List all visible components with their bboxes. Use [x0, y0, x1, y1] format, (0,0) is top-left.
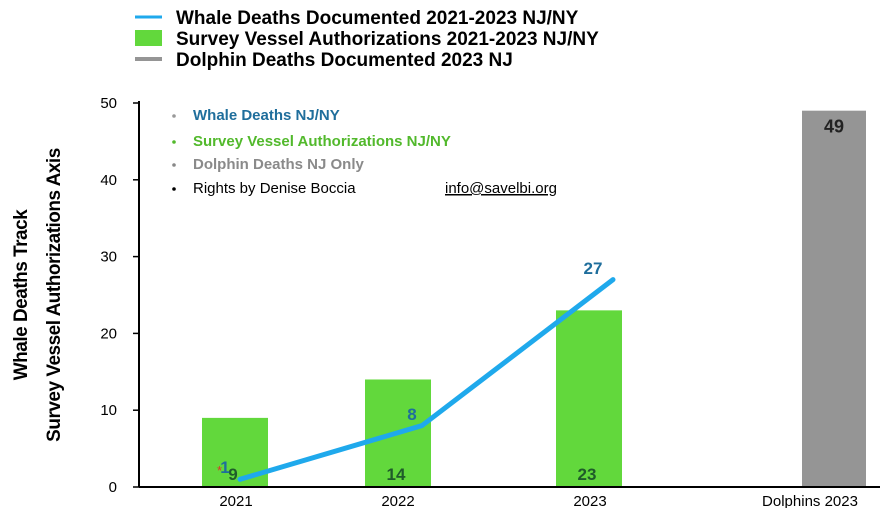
- note-bullet-icon: [172, 114, 176, 118]
- asterisk-mark: *: [217, 463, 222, 478]
- legend-survey-box-icon: [135, 30, 162, 46]
- note-bullet-icon: [172, 140, 176, 144]
- note-text: Survey Vessel Authorizations NJ/NY: [193, 133, 451, 150]
- note-link: info@savelbi.org: [445, 180, 557, 197]
- y-tick-label: 50: [100, 95, 117, 112]
- line-label-whale: 1: [220, 458, 229, 477]
- bar-label-survey: 9: [228, 465, 237, 484]
- y-tick-label: 30: [100, 249, 117, 266]
- note-text: Dolphin Deaths NJ Only: [193, 156, 365, 173]
- y-tick-label: 0: [109, 479, 117, 496]
- legend-label: Dolphin Deaths Documented 2023 NJ: [176, 50, 513, 71]
- y-tick-label: 10: [100, 402, 117, 419]
- y-axis-title-line1: Whale Deaths Track: [11, 209, 32, 381]
- legend-label: Survey Vessel Authorizations 2021-2023 N…: [176, 29, 599, 50]
- bar-label-dolphin: 49: [824, 117, 844, 137]
- note-text: Rights by Denise Boccia: [193, 180, 356, 197]
- bar-survey-2023: [556, 310, 622, 487]
- y-axis-title-line2: Survey Vessel Authorizations Axis: [44, 148, 65, 442]
- bar-label-survey: 14: [387, 465, 406, 484]
- y-tick-label: 40: [100, 172, 117, 189]
- x-tick-label: Dolphins 2023: [762, 493, 858, 508]
- legend-label: Whale Deaths Documented 2021-2023 NJ/NY: [176, 8, 579, 29]
- y-tick-label: 20: [100, 325, 117, 342]
- line-label-whale: 27: [584, 259, 603, 278]
- note-bullet-icon: [172, 187, 176, 191]
- line-whale-deaths: [237, 277, 616, 482]
- x-tick-label: 2023: [573, 493, 606, 508]
- note-bullet-icon: [172, 163, 176, 167]
- x-tick-label: 2022: [381, 493, 414, 508]
- note-text: Whale Deaths NJ/NY: [193, 107, 340, 124]
- x-tick-label: 2021: [219, 493, 252, 508]
- bar-label-survey: 23: [578, 465, 597, 484]
- bar-dolphin: [802, 110, 866, 488]
- line-label-whale: 8: [407, 405, 416, 424]
